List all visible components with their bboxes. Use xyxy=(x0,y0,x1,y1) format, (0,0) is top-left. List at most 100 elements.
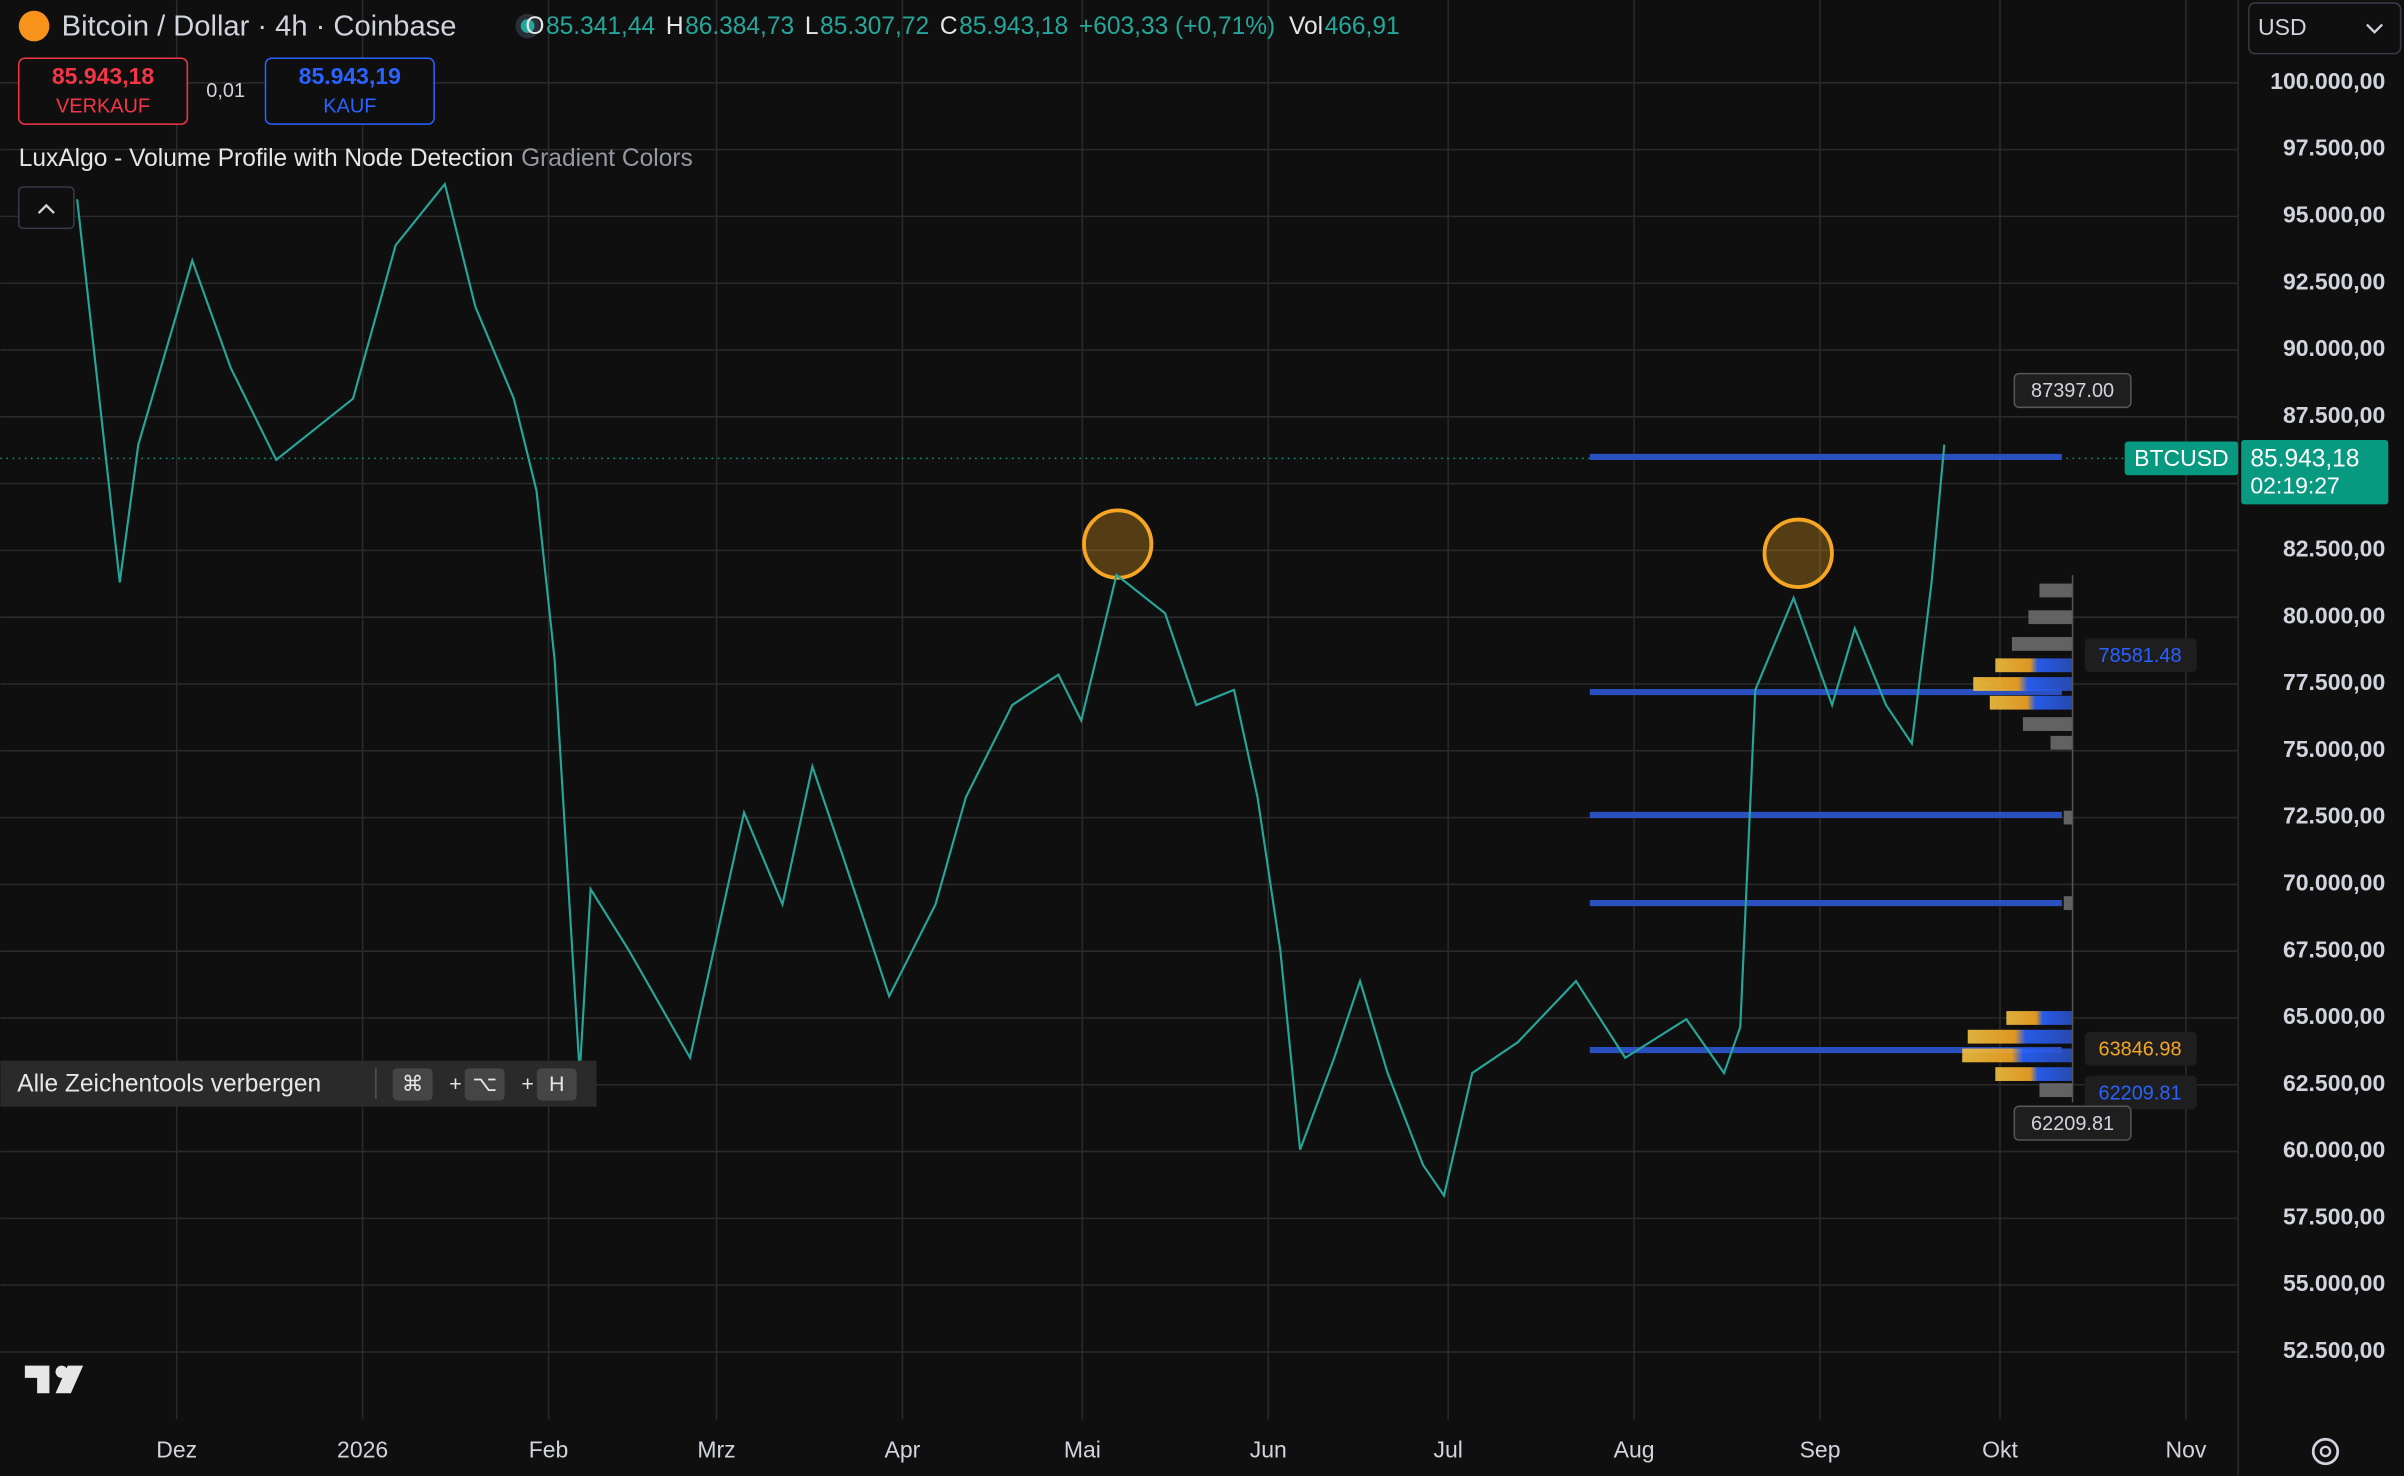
volume-bar xyxy=(2039,1083,2073,1098)
volume-bar xyxy=(2063,810,2073,825)
volume-bar xyxy=(1989,695,2073,710)
coin-icon xyxy=(18,10,50,42)
highlight-circle xyxy=(1082,508,1154,580)
level-label: 63846.98 xyxy=(2099,1039,2182,1061)
volume-bar xyxy=(2022,717,2073,731)
y-tick-label: 100.000,00 xyxy=(2270,68,2385,94)
key-cap xyxy=(392,1068,433,1101)
ohlc-value: 85.341,44 xyxy=(546,13,655,40)
volume-bar xyxy=(2006,1011,2073,1025)
y-tick-label: 77.500,00 xyxy=(2283,669,2385,695)
extreme-label: 62209.81 xyxy=(2031,1113,2114,1135)
key: + xyxy=(521,1072,534,1096)
sell-price: 85.943,18 xyxy=(52,63,154,89)
x-tick-label: Jun xyxy=(1250,1437,1287,1463)
status-dot xyxy=(520,19,535,33)
symbol-label: BTCUSD xyxy=(2134,445,2229,471)
level-tag xyxy=(2084,1031,2197,1066)
ohlc-value: 85.943,18 xyxy=(959,13,1068,40)
extreme-tag xyxy=(2013,1105,2132,1141)
y-tick-label: 72.500,00 xyxy=(2283,803,2385,829)
volume-bar xyxy=(2011,637,2073,651)
x-tick-label: Feb xyxy=(529,1437,569,1463)
buy-button[interactable] xyxy=(264,57,435,125)
highlight-circle xyxy=(1762,517,1834,589)
hint-text: Alle Zeichentools verbergen xyxy=(17,1071,321,1098)
volume-bar xyxy=(1995,658,2073,673)
extreme-label: 87397.00 xyxy=(2031,380,2114,402)
sell-label: VERKAUF xyxy=(56,96,150,118)
x-tick-label: Mrz xyxy=(697,1437,735,1463)
logo xyxy=(24,1365,84,1394)
logo-dot xyxy=(55,1365,68,1378)
symbol-tag xyxy=(2124,441,2239,476)
sell-button[interactable] xyxy=(17,57,189,125)
ohlc-value: 85.307,72 xyxy=(820,13,929,40)
last-price-label: 85.943,18 xyxy=(2250,445,2359,472)
level-tag xyxy=(2084,638,2197,672)
volume-bar xyxy=(2039,583,2073,598)
level-label: 78581.48 xyxy=(2099,645,2182,667)
ohlc-key: L xyxy=(805,13,819,40)
buy-label: KAUF xyxy=(323,96,376,118)
indicator-name: LuxAlgo - Volume Profile with Node Detec… xyxy=(19,145,514,172)
price-line xyxy=(76,181,1946,1199)
y-tick-label: 55.000,00 xyxy=(2283,1270,2385,1296)
key: ⌘ xyxy=(402,1072,423,1096)
volume-bar xyxy=(2028,610,2073,625)
volume-value: 466,91 xyxy=(1325,13,1400,40)
level-label: 62209.81 xyxy=(2099,1082,2182,1104)
ohlc-key: O xyxy=(525,13,544,40)
y-tick-label: 65.000,00 xyxy=(2283,1003,2385,1029)
ohlc-key: H xyxy=(666,13,684,40)
x-tick-label: Dez xyxy=(156,1437,197,1463)
ohlc-key: C xyxy=(940,13,958,40)
chevron xyxy=(37,203,55,214)
chevron xyxy=(2366,23,2383,34)
y-tick-label: 57.500,00 xyxy=(2283,1203,2385,1229)
last-price-tag xyxy=(2241,440,2389,505)
key-cap xyxy=(536,1068,577,1101)
settings-icon[interactable] xyxy=(2311,1437,2340,1466)
currency[interactable]: USD xyxy=(2258,14,2307,40)
symbol-title: Bitcoin / Dollar · 4h · Coinbase xyxy=(62,10,457,42)
volume-bar xyxy=(2063,896,2073,910)
y-tick-label: 62.500,00 xyxy=(2283,1070,2385,1096)
key: H xyxy=(549,1072,564,1096)
countdown: 02:19:27 xyxy=(2250,473,2339,499)
volume-bar xyxy=(1967,1029,2073,1044)
x-tick-label: Sep xyxy=(1800,1437,1841,1463)
settings-icon-core xyxy=(2319,1445,2332,1458)
y-tick-label: 92.500,00 xyxy=(2283,268,2385,294)
extreme-tag xyxy=(2013,372,2132,409)
indicator-setting: Gradient Colors xyxy=(521,145,693,172)
volume-bar xyxy=(1973,677,2073,691)
volume-bar xyxy=(2050,735,2073,750)
y-tick-label: 90.000,00 xyxy=(2283,335,2385,361)
y-tick-label: 95.000,00 xyxy=(2283,201,2385,227)
y-tick-label: 75.000,00 xyxy=(2283,736,2385,762)
x-tick-label: Jul xyxy=(1434,1437,1463,1463)
x-tick-label: Mai xyxy=(1064,1437,1101,1463)
x-tick-label: Apr xyxy=(885,1437,921,1463)
currency-select[interactable] xyxy=(2248,2,2402,55)
x-tick-label: 2026 xyxy=(337,1437,388,1463)
volume-bar xyxy=(1962,1048,2073,1063)
volume-key: Vol xyxy=(1289,13,1323,40)
buy-price: 85.943,19 xyxy=(299,63,401,89)
collapse-button[interactable] xyxy=(17,186,75,230)
y-tick-label: 60.000,00 xyxy=(2283,1137,2385,1163)
key: + xyxy=(449,1072,462,1096)
level-tag xyxy=(2084,1075,2197,1110)
y-tick-label: 87.500,00 xyxy=(2283,402,2385,428)
y-tick-label: 70.000,00 xyxy=(2283,869,2385,895)
change: +603,33 (+0,71%) xyxy=(1079,13,1275,40)
x-tick-label: Okt xyxy=(1982,1437,2018,1463)
key: ⌥ xyxy=(472,1072,497,1096)
volume-bar xyxy=(1995,1067,2073,1081)
x-tick-label: Nov xyxy=(2165,1437,2206,1463)
y-tick-label: 52.500,00 xyxy=(2283,1337,2385,1363)
key-cap xyxy=(464,1068,505,1101)
